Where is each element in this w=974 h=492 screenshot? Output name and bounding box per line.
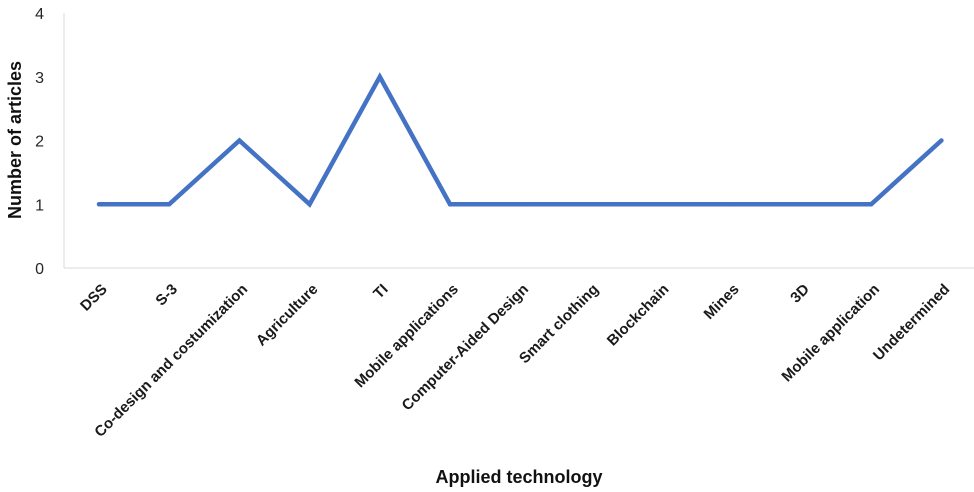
x-tick-label: TI: [370, 281, 391, 302]
data-point: [588, 202, 593, 207]
data-point: [97, 202, 101, 207]
x-tick-label: Co-design and costumization: [91, 281, 251, 441]
x-axis: DSS S-3Co-design and costumization Agricul…: [64, 267, 974, 441]
series-group: [96, 72, 944, 208]
y-axis: 0 1 2 3 4: [35, 6, 65, 278]
x-tick-label: S-3: [153, 281, 182, 310]
y-tick-label: 4: [35, 6, 44, 23]
data-point: [658, 202, 663, 207]
data-point: [237, 138, 242, 143]
x-axis-title: Applied technology: [435, 467, 602, 487]
data-point: [869, 202, 874, 207]
x-tick-label: 3D: [787, 281, 813, 307]
data-point: [518, 202, 523, 207]
data-point: [377, 74, 382, 79]
data-point: [728, 202, 733, 207]
y-tick-label: 3: [35, 70, 44, 87]
data-point: [939, 138, 944, 143]
x-tick-label: Mines: [701, 281, 743, 323]
y-tick-label: 1: [35, 197, 44, 214]
data-point: [167, 202, 172, 207]
x-tick-label: Blockchain: [604, 281, 673, 350]
data-point: [448, 202, 452, 207]
series-line: [96, 72, 944, 208]
y-axis-title: Number of articles: [5, 61, 25, 219]
x-tick-label: Computer-Aided Design: [399, 281, 532, 414]
y-tick-label: 0: [35, 261, 44, 278]
y-tick-label: 2: [35, 134, 44, 151]
data-point: [307, 202, 312, 207]
data-point: [799, 202, 803, 207]
x-tick-label: Agriculture: [253, 281, 322, 350]
x-tick-label: DSS: [77, 281, 111, 315]
